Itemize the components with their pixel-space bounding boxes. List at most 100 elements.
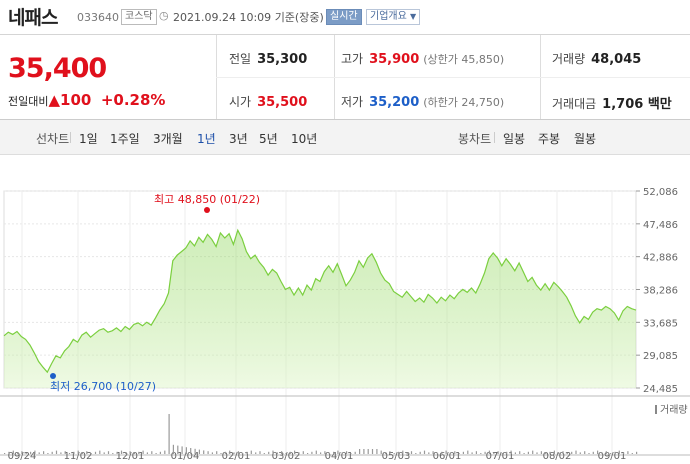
- volume-bar: [480, 453, 482, 454]
- price-chart[interactable]: 52,086 47,486 42,886 38,286 33,685 29,085 24,4…: [0, 155, 690, 464]
- volume-bar: [584, 451, 586, 454]
- min-point: [50, 373, 56, 379]
- prev-close: 전일 35,300: [229, 52, 308, 67]
- volume-bar: [341, 452, 343, 454]
- volume-bar: [545, 453, 547, 454]
- tab-10y[interactable]: 10년: [291, 132, 318, 146]
- volume-bar: [601, 452, 603, 454]
- volume-bar: [532, 450, 534, 454]
- volume-bar: [540, 451, 542, 454]
- volume-bar: [558, 452, 560, 454]
- tab-5y[interactable]: 5년: [259, 132, 278, 146]
- x-tick-label: 07/01: [486, 451, 515, 462]
- x-tick-label: 11/02: [64, 451, 93, 462]
- tab-3y[interactable]: 3년: [229, 132, 248, 146]
- volume-bar: [138, 451, 140, 454]
- volume-bar: [536, 452, 538, 454]
- volume-bar: [47, 453, 49, 454]
- y-tick-label: 29,085: [643, 351, 678, 362]
- tab-1y[interactable]: 1년: [197, 132, 216, 146]
- max-label: 최고 48,850 (01/22): [154, 193, 260, 206]
- volume-bar: [103, 452, 105, 454]
- volume-bar: [562, 451, 564, 454]
- volume-bar: [302, 451, 304, 454]
- volume-bar: [423, 450, 426, 454]
- volume-bar: [636, 451, 638, 454]
- volume-bar: [488, 450, 490, 454]
- volume-bar: [246, 451, 248, 454]
- tab-monthly[interactable]: 월봉: [574, 132, 597, 146]
- volume-bar: [484, 451, 486, 454]
- volume-bar: [220, 453, 222, 454]
- volume-bar: [289, 451, 291, 454]
- volume-bar: [190, 448, 192, 454]
- volume-bar: [402, 450, 404, 454]
- volume-bar: [627, 451, 629, 454]
- tab-1d[interactable]: 1일: [79, 132, 98, 146]
- volume-bar: [471, 452, 473, 454]
- volume-bar: [125, 452, 127, 454]
- volume-bar: [376, 449, 378, 454]
- volume-bar: [159, 451, 161, 454]
- y-tick-label: 33,685: [643, 318, 678, 329]
- company-info-dropdown[interactable]: 기업개요 ▼: [366, 9, 421, 25]
- current-price: 35,400: [8, 53, 107, 84]
- volume-bar: [30, 451, 32, 454]
- min-label: 최저 26,700 (10/27): [50, 380, 156, 393]
- volume-bar: [324, 451, 326, 454]
- volume-bar: [380, 450, 382, 454]
- volume-bar: [38, 452, 40, 454]
- volume-bar: [60, 452, 62, 454]
- volume-bar: [263, 453, 265, 454]
- volume-bar: [597, 450, 599, 454]
- x-tick-label: 08/02: [543, 451, 572, 462]
- volume-bar: [631, 453, 633, 454]
- volume-bar: [294, 450, 296, 454]
- stock-header: 네패스 033640 코스닥 ◷ 2021.09.24 10:09 기준(장중)…: [0, 0, 690, 35]
- tab-1w[interactable]: 1주일: [110, 132, 140, 146]
- x-tick-label: 05/03: [382, 451, 411, 462]
- x-tick-label: 06/01: [433, 451, 462, 462]
- tab-3m[interactable]: 3개월: [153, 132, 183, 146]
- volume-bar: [120, 450, 123, 454]
- volume-bar: [25, 453, 27, 454]
- x-tick-label: 03/02: [272, 451, 301, 462]
- volume-bar: [17, 452, 19, 454]
- chevron-down-icon: ▼: [410, 12, 417, 21]
- volume-bar: [605, 451, 607, 454]
- volume-bar: [393, 453, 395, 454]
- volume-bar: [497, 451, 499, 454]
- x-tick-label: 01/04: [171, 451, 200, 462]
- volume-bar: [436, 453, 439, 454]
- volume-bar: [142, 450, 144, 454]
- volume-bar: [519, 451, 521, 454]
- candle-chart-label: 봉차트: [458, 132, 492, 146]
- x-tick-label: 09/24: [8, 451, 37, 462]
- low-price: 저가 35,200 (하한가 24,750): [341, 95, 505, 110]
- realtime-button[interactable]: 실시간: [326, 9, 362, 25]
- volume-bar: [328, 453, 330, 454]
- volume-bar: [207, 451, 209, 454]
- volume-bar: [276, 452, 278, 454]
- volume-bar: [64, 451, 66, 454]
- x-tick-label: 04/01: [325, 451, 354, 462]
- volume-bar: [94, 451, 97, 454]
- volume-bar: [272, 450, 274, 454]
- market-badge: 코스닥: [121, 9, 157, 25]
- tab-daily[interactable]: 일봉: [503, 132, 526, 146]
- volume-bar: [397, 451, 400, 454]
- volume-bar: [618, 450, 620, 454]
- volume-bar: [410, 451, 413, 454]
- tab-weekly[interactable]: 주봉: [538, 132, 561, 146]
- volume-bar: [623, 452, 625, 454]
- volume-bar: [458, 453, 460, 454]
- volume-bar: [268, 451, 270, 454]
- clock-icon: ◷: [159, 9, 169, 22]
- volume-bar: [415, 453, 417, 454]
- trade-amount: 거래대금 1,706 백만: [552, 97, 672, 112]
- volume-bar: [311, 451, 313, 454]
- volume-bar: [588, 453, 590, 454]
- quote-panel: 35,400 전일대비▲100 +0.28% 전일 35,300 고가 35,900…: [0, 35, 690, 120]
- volume-bar: [168, 414, 170, 454]
- line-chart-label: 선차트: [36, 132, 70, 146]
